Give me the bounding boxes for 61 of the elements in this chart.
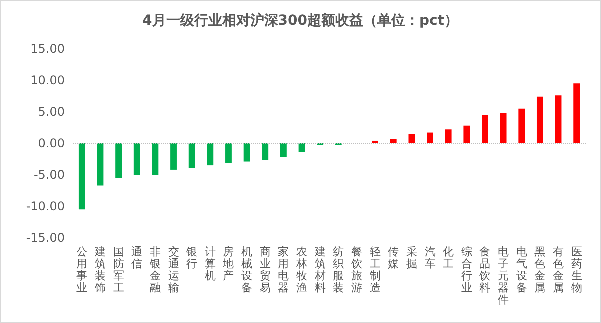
bar [464, 126, 470, 144]
x-tick-label: 公用事业 [76, 246, 88, 294]
x-tick-label: 交通运输 [168, 246, 180, 294]
bar [152, 144, 159, 175]
y-tick-label: 10.00 [30, 74, 65, 88]
x-tick-label: 机械设备 [242, 246, 253, 294]
chart-title: 4月一级行业相对沪深300超额收益（单位：pct） [142, 12, 458, 29]
x-tick-label: 房地产 [222, 246, 234, 282]
x-tick-label: 电气设备 [516, 246, 528, 294]
x-tick-label: 通信 [132, 246, 143, 270]
bar [390, 139, 397, 144]
x-tick-label: 轻工制造 [370, 246, 381, 294]
y-tick-label: 5.00 [38, 105, 65, 119]
bar [226, 144, 232, 164]
x-tick-label: 农林牧渔 [296, 246, 308, 294]
x-tick-label: 建筑材料 [314, 246, 326, 294]
x-tick-label: 银行 [186, 246, 198, 270]
x-tick-label: 计算机 [204, 246, 216, 282]
x-tick-label: 医药生物 [571, 246, 582, 294]
bar [518, 108, 526, 144]
bar [188, 144, 196, 168]
x-tick-label: 家用电器 [278, 246, 290, 294]
bar [298, 144, 306, 152]
y-tick-label: -15.00 [26, 231, 65, 245]
bar [555, 96, 562, 144]
x-tick-label: 非银金融 [148, 246, 161, 294]
x-tick-label: 食品饮料 [478, 246, 491, 294]
x-tick-label: 建筑装饰 [94, 246, 106, 294]
x-tick-label: 化工 [443, 246, 454, 270]
bar [134, 144, 140, 175]
bar [536, 96, 544, 144]
x-tick-label: 汽车 [424, 246, 436, 270]
x-tick-label: 餐饮旅游 [350, 246, 362, 294]
bar [574, 84, 580, 144]
bar [207, 144, 214, 166]
bar [482, 115, 488, 144]
bar [500, 113, 507, 144]
x-tick-label: 有色金属 [553, 246, 564, 294]
x-tick-label: 传媒 [388, 246, 400, 270]
bar [445, 130, 452, 144]
bar [116, 144, 122, 178]
bar [408, 134, 416, 144]
y-tick-label: -10.00 [26, 200, 65, 214]
y-tick-label: 0.00 [38, 136, 65, 150]
bar [427, 132, 434, 144]
x-tick-label: 黑色金属 [534, 246, 546, 294]
bar [280, 144, 287, 158]
y-tick-label: -5.00 [34, 168, 65, 182]
bar [78, 144, 86, 210]
bar [244, 144, 250, 162]
x-tick-label: 纺织服装 [333, 246, 344, 294]
x-tick-label: 国防军工 [113, 246, 124, 294]
x-tick-label: 采掘 [406, 246, 418, 270]
bar [372, 140, 379, 144]
y-tick-label: 15.00 [30, 42, 65, 56]
x-tick-label: 综合行业 [461, 246, 472, 294]
x-tick-label: 商业贸易 [260, 246, 271, 294]
bar [170, 144, 177, 170]
bar [97, 144, 104, 186]
x-tick-label: 电子元器件 [498, 246, 510, 306]
bar [262, 144, 269, 161]
